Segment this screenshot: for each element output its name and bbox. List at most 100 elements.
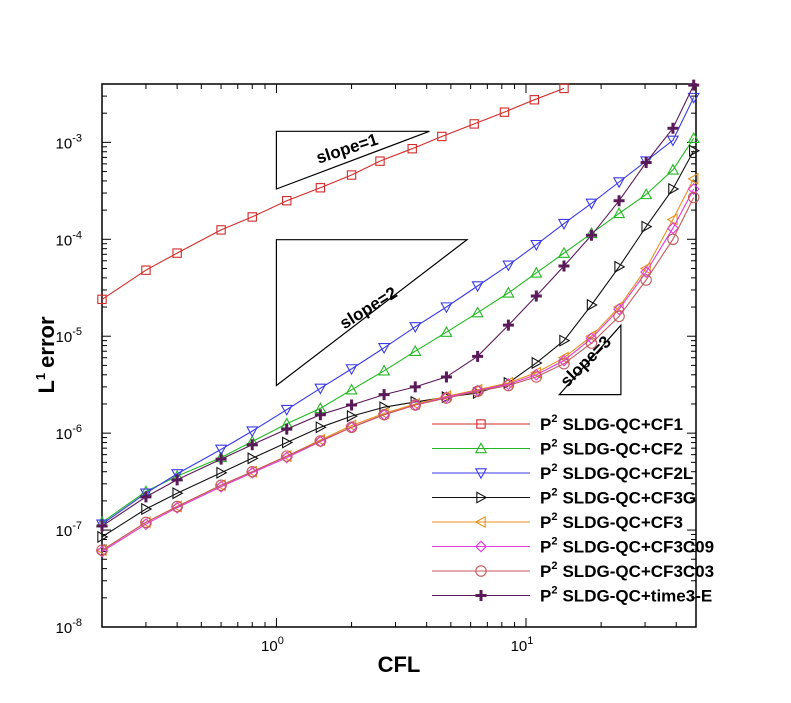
x-tick-label: 101 bbox=[511, 635, 534, 655]
series-line-time3-E bbox=[101, 84, 695, 527]
data-point-CF2L bbox=[345, 364, 358, 376]
series-line-CF3G bbox=[101, 150, 695, 538]
series-line-CF1 bbox=[101, 87, 565, 300]
data-point-time3-E bbox=[215, 453, 227, 465]
data-point-CF3G bbox=[559, 334, 571, 347]
y-tick-label-exp: -6 bbox=[72, 423, 82, 435]
legend-label-prefix: P bbox=[540, 513, 551, 532]
data-point-CF3C03 bbox=[314, 435, 327, 447]
slope-triangle bbox=[557, 323, 622, 396]
data-point-time3-E bbox=[140, 491, 152, 503]
legend-label-sup: 2 bbox=[551, 487, 557, 499]
legend-label-sup: 2 bbox=[551, 536, 557, 548]
data-point-CF3C09 bbox=[139, 518, 152, 531]
data-point-CF2 bbox=[345, 383, 358, 395]
legend-label-sup: 2 bbox=[551, 511, 557, 523]
data-point-CF3G bbox=[315, 421, 327, 434]
data-point-CF1 bbox=[559, 83, 569, 94]
data-point-CF3G bbox=[172, 487, 184, 500]
legend-label-prefix: P bbox=[540, 538, 551, 557]
x-axis-label: CFL bbox=[378, 652, 421, 677]
legend-label-CF3: P2 SLDG-QC+CF3 bbox=[540, 511, 683, 532]
data-point-CF3C03 bbox=[667, 233, 679, 246]
data-point-CF1 bbox=[172, 248, 182, 258]
legend-label-rest: SLDG-QC+CF3C09 bbox=[562, 538, 714, 557]
data-point-CF3C03 bbox=[171, 500, 183, 513]
y-tick-label: 10-5 bbox=[56, 326, 82, 346]
data-point-CF3C09 bbox=[558, 354, 570, 367]
series-CF3C03 bbox=[96, 191, 700, 556]
data-point-CF2L bbox=[666, 135, 680, 147]
data-point-CF3C03 bbox=[246, 465, 258, 478]
data-point-CF3G bbox=[216, 466, 228, 479]
series-time3-E bbox=[96, 79, 700, 532]
y-tick-label-exp: -4 bbox=[72, 229, 82, 241]
data-point-time3-E bbox=[378, 389, 390, 401]
data-point-time3-E bbox=[346, 399, 358, 411]
x-tick-label: 100 bbox=[261, 635, 284, 655]
data-point-time3-E bbox=[667, 122, 679, 134]
legend-marker-CF3 bbox=[474, 515, 486, 529]
data-point-CF2L bbox=[246, 426, 259, 438]
data-point-CF2L bbox=[612, 177, 626, 189]
y-tick-label-base: 10 bbox=[56, 620, 73, 637]
data-point-CF3C03 bbox=[613, 310, 625, 323]
data-point-CF3G bbox=[689, 144, 701, 157]
y-axis-label-rest: error bbox=[34, 316, 59, 368]
data-point-CF1 bbox=[97, 294, 107, 305]
data-point-CF2L bbox=[530, 239, 543, 251]
data-point-CF1 bbox=[469, 119, 479, 129]
data-point-CF2 bbox=[502, 286, 515, 298]
data-point-CF3 bbox=[687, 172, 699, 186]
data-point-CF1 bbox=[315, 183, 326, 193]
slope-triangle bbox=[275, 239, 469, 387]
legend-label-sup: 2 bbox=[551, 585, 557, 597]
data-point-CF2L bbox=[502, 260, 515, 272]
legend-label-CF2: P2 SLDG-QC+CF2 bbox=[540, 438, 683, 459]
data-point-time3-E bbox=[585, 229, 597, 241]
legend-marker-CF2L bbox=[474, 468, 488, 480]
legend-label-CF3C03: P2 SLDG-QC+CF3C03 bbox=[540, 560, 714, 581]
data-point-CF2L bbox=[314, 383, 327, 395]
y-tick-label: 10-8 bbox=[56, 617, 82, 637]
data-point-CF3G bbox=[247, 452, 259, 465]
legend-marker-CF3C09 bbox=[475, 540, 487, 553]
y-tick-label: 10-3 bbox=[56, 132, 82, 152]
legend-marker-CF1 bbox=[476, 419, 486, 429]
data-point-CF3C03 bbox=[96, 544, 108, 556]
data-point-CF2L bbox=[409, 322, 422, 334]
data-point-time3-E bbox=[440, 371, 452, 383]
y-tick-label-exp: -3 bbox=[72, 132, 82, 144]
legend-label-prefix: P bbox=[540, 464, 551, 483]
data-point-CF3C03 bbox=[215, 479, 227, 492]
legend-label-sup: 2 bbox=[551, 462, 557, 474]
data-point-CF3C03 bbox=[502, 379, 515, 392]
data-point-CF2L bbox=[471, 281, 484, 293]
series-CF1 bbox=[97, 83, 569, 305]
data-point-time3-E bbox=[688, 79, 700, 91]
legend-label-rest: SLDG-QC+CF3C03 bbox=[562, 562, 714, 581]
data-point-CF2L bbox=[440, 302, 453, 314]
legend-marker-CF3G bbox=[476, 491, 488, 504]
data-point-CF3C09 bbox=[171, 501, 184, 514]
legend-label-rest: SLDG-QC+CF1 bbox=[562, 415, 682, 434]
data-point-CF3C03 bbox=[440, 392, 453, 404]
series-CF2L bbox=[95, 92, 700, 531]
y-tick-label: 10-7 bbox=[56, 520, 82, 540]
data-point-CF2L bbox=[280, 404, 293, 416]
data-point-time3-E bbox=[314, 409, 326, 421]
data-point-CF3G bbox=[668, 182, 680, 196]
legend-marker-CF2 bbox=[474, 442, 488, 454]
data-point-time3-E bbox=[640, 156, 652, 168]
data-point-CF1 bbox=[282, 196, 292, 206]
y-tick-label-exp: -5 bbox=[72, 326, 82, 338]
legend-label-CF3C09: P2 SLDG-QC+CF3C09 bbox=[540, 536, 714, 557]
data-point-CF2 bbox=[640, 188, 653, 200]
legend-label-rest: SLDG-QC+CF2L bbox=[562, 464, 693, 483]
data-point-CF2 bbox=[409, 344, 422, 356]
data-point-time3-E bbox=[472, 350, 484, 362]
y-axis-label-sup: 1 bbox=[33, 373, 48, 380]
data-point-CF1 bbox=[346, 170, 357, 180]
data-point-CF3G bbox=[531, 356, 543, 370]
